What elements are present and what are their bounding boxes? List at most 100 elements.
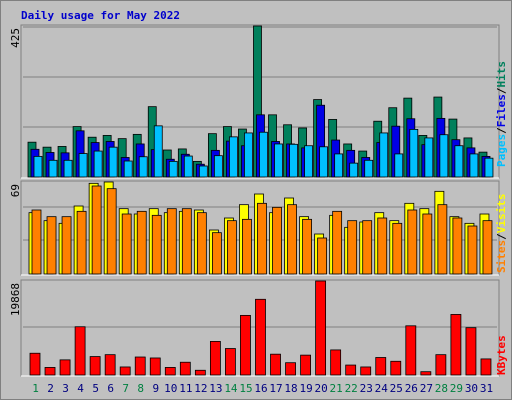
kbytes-bar — [315, 280, 327, 376]
pages-bar — [138, 156, 148, 178]
sites-bar — [392, 222, 403, 275]
day-label: 4 — [77, 382, 84, 395]
day-label: 3 — [62, 382, 69, 395]
pages-bar — [198, 165, 208, 178]
pages-bar — [409, 128, 419, 178]
pages-bar — [469, 153, 479, 178]
pages-bar — [229, 136, 238, 178]
kbytes-bar — [164, 367, 176, 376]
kbytes-bar — [480, 358, 492, 376]
kbytes-bar — [450, 314, 462, 376]
sites-bar — [317, 237, 328, 275]
sites-bar — [151, 214, 162, 275]
day-label: 27 — [420, 382, 433, 395]
kbytes-bar — [330, 349, 342, 376]
sites-bar — [242, 218, 252, 275]
sites-bar — [31, 209, 42, 275]
pages-bar — [48, 159, 58, 178]
pages-bar — [289, 143, 298, 178]
pages-bar — [379, 132, 389, 178]
kbytes-bar — [420, 371, 432, 376]
kbytes-bar — [119, 366, 131, 376]
kbytes-bar — [104, 354, 116, 376]
sites-bar — [181, 208, 192, 275]
day-label: 20 — [315, 382, 328, 395]
pages-bar — [319, 146, 329, 178]
day-label: 10 — [164, 382, 177, 395]
kbytes-bar — [89, 356, 101, 376]
day-label: 7 — [122, 382, 129, 395]
pages-bar — [108, 146, 118, 178]
legend-kbytes: KBytes — [495, 335, 508, 375]
day-label: 25 — [390, 382, 403, 395]
sites-bar — [76, 210, 87, 275]
page-title: Daily usage for May 2022 — [21, 9, 180, 22]
kbytes-bar — [435, 354, 447, 376]
sites-bar — [422, 213, 433, 275]
day-label: 18 — [284, 382, 297, 395]
kbytes-bar — [59, 359, 71, 376]
sites-bar — [302, 218, 312, 275]
sites-bar — [287, 204, 297, 275]
day-label: 17 — [269, 382, 282, 395]
day-label: 26 — [405, 382, 418, 395]
pages-bar — [304, 145, 313, 178]
kbytes-bar — [74, 326, 86, 376]
day-label: 6 — [107, 382, 114, 395]
legend-visits-sites: Sites/Visits — [495, 194, 508, 274]
pages-bar — [168, 160, 178, 178]
legend-files: Files — [495, 94, 508, 127]
day-label: 30 — [465, 382, 478, 395]
legend-kbytes: KBytes — [495, 335, 508, 375]
sites-bar — [377, 217, 388, 275]
pages-bar — [454, 145, 464, 178]
panel-kbytes: 19868 — [9, 279, 500, 377]
day-label: 13 — [209, 382, 222, 395]
day-label: 12 — [194, 382, 207, 395]
kbytes-bar — [300, 354, 311, 376]
day-label: 2 — [47, 382, 54, 395]
pages-bar — [123, 160, 133, 178]
sites-bar — [467, 225, 478, 275]
legend-kbytes-text: KBytes — [495, 335, 508, 375]
sites-bar — [46, 216, 57, 275]
kbytes-bar — [345, 364, 357, 376]
kbytes-bar — [375, 357, 387, 376]
day-label: 24 — [375, 382, 389, 395]
sites-bar — [407, 209, 418, 275]
sites-bar — [61, 216, 72, 275]
legend-separator: / — [495, 127, 508, 134]
day-label: 21 — [330, 382, 343, 395]
legend-visits-sites-text: Sites/Visits — [495, 194, 508, 274]
kbytes-bar — [240, 314, 251, 376]
legend-visits: Visits — [495, 194, 508, 234]
sites-bar — [211, 232, 222, 275]
pages-bar — [394, 153, 404, 178]
pages-bar — [364, 159, 374, 178]
sites-bar — [91, 185, 102, 275]
pages-bar — [244, 132, 253, 178]
day-label: 22 — [345, 382, 358, 395]
kbytes-bar — [285, 362, 296, 376]
legend-separator: / — [495, 233, 508, 240]
kbytes-bar — [209, 341, 221, 376]
kbytes-bar — [29, 352, 41, 376]
day-label: 16 — [254, 382, 267, 395]
kbytes-bar — [194, 369, 206, 376]
pages-bar — [93, 150, 103, 178]
day-label: 1 — [32, 382, 39, 395]
kbytes-bar — [360, 366, 372, 376]
day-label: 11 — [179, 382, 192, 395]
legend-hits-files-pages-text: Pages/Files/Hits — [495, 61, 508, 167]
panel-hits-files-pages: 425 — [9, 24, 500, 179]
pages-bar — [274, 143, 283, 178]
kbytes-bar — [179, 361, 191, 376]
day-label: 15 — [239, 382, 252, 395]
sites-bar — [452, 217, 463, 275]
day-label: 19 — [299, 382, 312, 395]
legend-hits-files-pages: Pages/Files/Hits — [495, 61, 508, 167]
day-label: 14 — [224, 382, 238, 395]
sites-bar — [166, 208, 177, 275]
kbytes-bar — [465, 327, 477, 376]
